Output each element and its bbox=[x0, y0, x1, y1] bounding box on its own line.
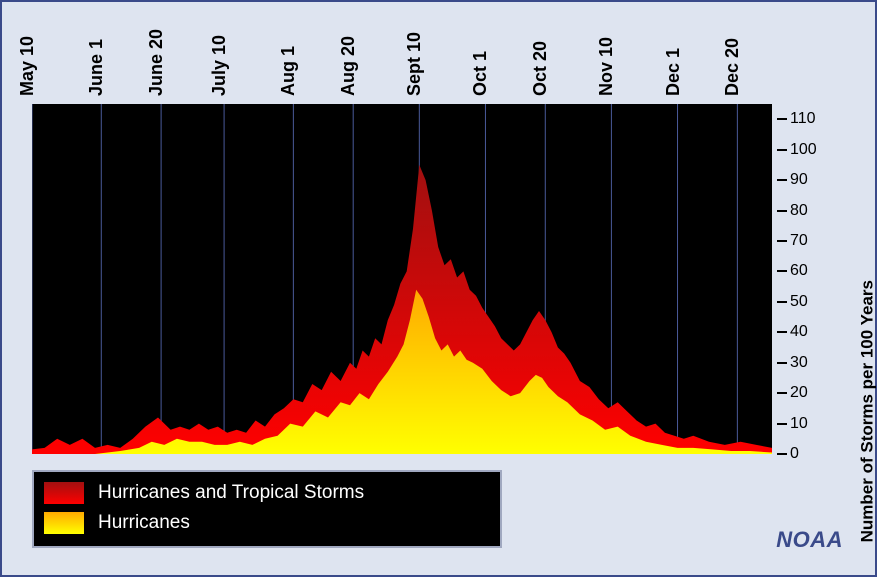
plot-area bbox=[32, 104, 772, 454]
legend-label-storms: Hurricanes and Tropical Storms bbox=[98, 482, 364, 504]
x-tick-label: June 20 bbox=[146, 29, 167, 96]
y-tick-label: 20 bbox=[790, 384, 808, 402]
x-tick-label: Nov 10 bbox=[596, 37, 617, 96]
x-tick-label: Oct 20 bbox=[530, 41, 551, 96]
y-tick-label: 40 bbox=[790, 323, 808, 341]
attribution: NOAA bbox=[776, 527, 843, 553]
x-tick-label: Sept 10 bbox=[404, 32, 425, 96]
y-tick-label: 10 bbox=[790, 415, 808, 433]
legend-item-hurricanes: Hurricanes bbox=[44, 508, 490, 538]
y-tick-label: 100 bbox=[790, 141, 817, 159]
y-axis-title: Number of Storms per 100 Years bbox=[857, 280, 877, 542]
legend-swatch-storms bbox=[44, 482, 84, 504]
y-tick-label: 60 bbox=[790, 262, 808, 280]
legend: Hurricanes and Tropical Storms Hurricane… bbox=[32, 470, 502, 548]
x-tick-label: Dec 20 bbox=[722, 38, 743, 96]
y-tick-label: 90 bbox=[790, 171, 808, 189]
y-tick-label: 70 bbox=[790, 232, 808, 250]
y-tick-label: 80 bbox=[790, 202, 808, 220]
x-tick-label: Aug 20 bbox=[338, 36, 359, 96]
x-tick-label: Dec 1 bbox=[663, 48, 684, 96]
x-tick-label: Oct 1 bbox=[470, 51, 491, 96]
x-tick-label: May 10 bbox=[17, 36, 38, 96]
x-tick-label: June 1 bbox=[86, 39, 107, 96]
x-tick-label: July 10 bbox=[209, 35, 230, 96]
y-tick-label: 30 bbox=[790, 354, 808, 372]
y-tick-label: 110 bbox=[790, 110, 816, 128]
x-axis-labels: May 10June 1June 20July 10Aug 1Aug 20Sep… bbox=[32, 12, 772, 102]
legend-item-storms: Hurricanes and Tropical Storms bbox=[44, 478, 490, 508]
y-tick-label: 50 bbox=[790, 293, 808, 311]
chart-container: May 10 June 1 June 20 July 10 Aug 1 Aug 20 Sep… bbox=[12, 12, 865, 565]
legend-label-hurricanes: Hurricanes bbox=[98, 512, 190, 534]
y-axis-labels: 0102030405060708090100110 bbox=[790, 104, 830, 454]
x-tick-label: Aug 1 bbox=[278, 46, 299, 96]
y-tick-label: 0 bbox=[790, 445, 799, 463]
y-axis-ticks bbox=[777, 104, 789, 454]
legend-swatch-hurricanes bbox=[44, 512, 84, 534]
